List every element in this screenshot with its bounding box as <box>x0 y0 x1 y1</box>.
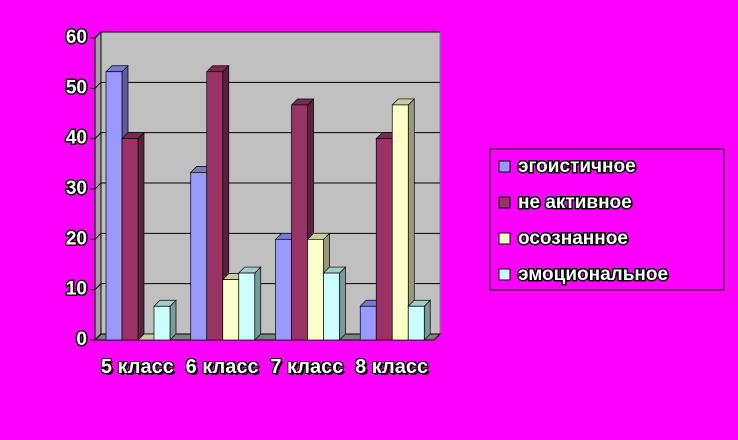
bar <box>121 138 139 341</box>
bar <box>190 172 208 341</box>
bar-side <box>423 299 431 341</box>
legend-label: эгоистичное <box>518 156 636 177</box>
y-tick-label: 10 <box>66 279 87 300</box>
legend-swatch <box>498 268 511 281</box>
x-tick-label: 8 класс <box>355 356 429 378</box>
y-tick-label: 20 <box>66 228 87 249</box>
bar-side <box>254 266 262 341</box>
bar <box>307 238 324 341</box>
bar <box>206 71 224 341</box>
legend-label: эмоциональное <box>518 264 668 285</box>
legend-label: не активное <box>518 192 632 213</box>
bar <box>323 272 340 341</box>
bar-side <box>339 266 346 341</box>
legend-box <box>489 148 725 291</box>
legend-label: осознанное <box>518 228 628 249</box>
grid-line <box>94 81 440 89</box>
bar <box>391 104 409 341</box>
grid-line <box>94 31 440 39</box>
x-tick-label: 5 класс <box>100 356 174 378</box>
y-tick-label: 40 <box>66 128 87 149</box>
bar <box>275 238 292 341</box>
y-tick-label: 60 <box>66 27 87 48</box>
y-tick-label: 50 <box>66 77 87 98</box>
legend-swatch <box>498 196 511 209</box>
bar <box>222 279 240 341</box>
bar <box>359 305 377 341</box>
x-tick-label: 6 класс <box>185 356 259 378</box>
bar <box>105 71 123 341</box>
grid-line <box>94 182 440 190</box>
legend-swatch <box>498 232 511 245</box>
bar <box>407 305 425 341</box>
bar-side <box>169 299 177 341</box>
y-tick-label: 30 <box>66 178 87 199</box>
bar <box>375 138 393 341</box>
legend-swatch <box>498 160 511 173</box>
bar <box>291 104 308 341</box>
grid-line <box>94 132 440 140</box>
bar <box>238 272 256 341</box>
bar-side <box>137 131 145 341</box>
y-tick-label: 0 <box>76 329 87 350</box>
x-tick-label: 7 класс <box>270 356 344 378</box>
bar <box>153 305 171 341</box>
